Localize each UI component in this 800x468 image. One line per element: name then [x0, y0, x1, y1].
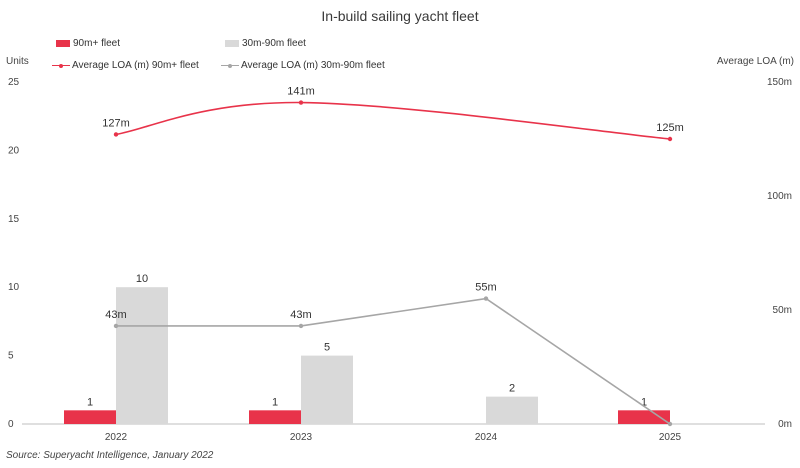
- bar: [64, 410, 116, 424]
- source-note: Source: Superyacht Intelligence, January…: [6, 450, 214, 461]
- legend-label-90m-bars: 90m+ fleet: [73, 38, 120, 49]
- bar-data-label: 5: [324, 342, 330, 354]
- legend-line-swatch-30-90m: [221, 62, 239, 70]
- bar-data-label: 10: [136, 273, 148, 285]
- legend-label-30-90m-bars: 30m-90m fleet: [242, 38, 306, 49]
- line-data-label: 55m: [475, 282, 496, 294]
- bar: [618, 410, 670, 424]
- legend-label-90m-line: Average LOA (m) 90m+ fleet: [72, 60, 199, 71]
- bar: [249, 410, 301, 424]
- line-point: [298, 323, 304, 329]
- line-series-path: [115, 101, 671, 140]
- line-point: [298, 100, 304, 105]
- bar-data-label: 1: [272, 396, 278, 408]
- legend-item-30-90m-bars: 30m-90m fleet: [225, 38, 306, 49]
- left-axis-title: Units: [6, 56, 29, 67]
- bar: [486, 396, 538, 424]
- left-axis-tick-label: 20: [8, 145, 20, 156]
- line-data-label: 125m: [656, 122, 684, 134]
- right-axis-tick-label: 0m: [778, 419, 792, 430]
- legend-line-swatch-90m: [52, 62, 70, 70]
- line-point: [667, 421, 673, 427]
- line-point: [667, 136, 673, 142]
- x-axis-tick-label: 2023: [290, 432, 313, 443]
- x-axis-tick-label: 2022: [105, 432, 128, 443]
- line-series-path: [116, 297, 671, 425]
- line-point: [113, 323, 119, 329]
- bar: [116, 287, 168, 424]
- chart-title: In-build sailing yacht fleet: [321, 8, 479, 24]
- right-axis-tick-label: 100m: [767, 191, 792, 202]
- right-axis-title: Average LOA (m): [716, 56, 794, 67]
- legend-label-30-90m-line: Average LOA (m) 30m-90m fleet: [241, 60, 385, 71]
- line-data-label: 141m: [287, 86, 315, 98]
- x-axis-tick-label: 2024: [475, 432, 498, 443]
- bar: [301, 355, 353, 424]
- bar-data-label: 1: [87, 396, 93, 408]
- right-axis-tick-label: 150m: [767, 77, 792, 88]
- line-data-label: 127m: [102, 117, 130, 129]
- legend-item-30-90m-line: Average LOA (m) 30m-90m fleet: [221, 60, 385, 71]
- line-data-label: 43m: [105, 309, 126, 321]
- right-axis-tick-label: 50m: [773, 305, 792, 316]
- left-axis-tick-label: 5: [8, 351, 14, 362]
- legend-swatch-30-90m: [225, 40, 239, 47]
- legend-item-90m-line: Average LOA (m) 90m+ fleet: [52, 60, 199, 71]
- bar-data-label: 1: [641, 396, 647, 408]
- left-axis-tick-label: 0: [8, 419, 14, 430]
- line-point: [483, 296, 489, 301]
- left-axis-tick-label: 25: [8, 77, 20, 88]
- legend-item-90m-bars: 90m+ fleet: [56, 38, 120, 49]
- x-axis-tick-label: 2025: [659, 432, 682, 443]
- line-data-label: 43m: [290, 309, 311, 321]
- left-axis-tick-label: 10: [8, 282, 20, 293]
- bar-data-label: 2: [509, 383, 515, 395]
- legend-swatch-90m: [56, 40, 70, 47]
- left-axis-tick-label: 15: [8, 214, 20, 225]
- line-point: [113, 132, 119, 137]
